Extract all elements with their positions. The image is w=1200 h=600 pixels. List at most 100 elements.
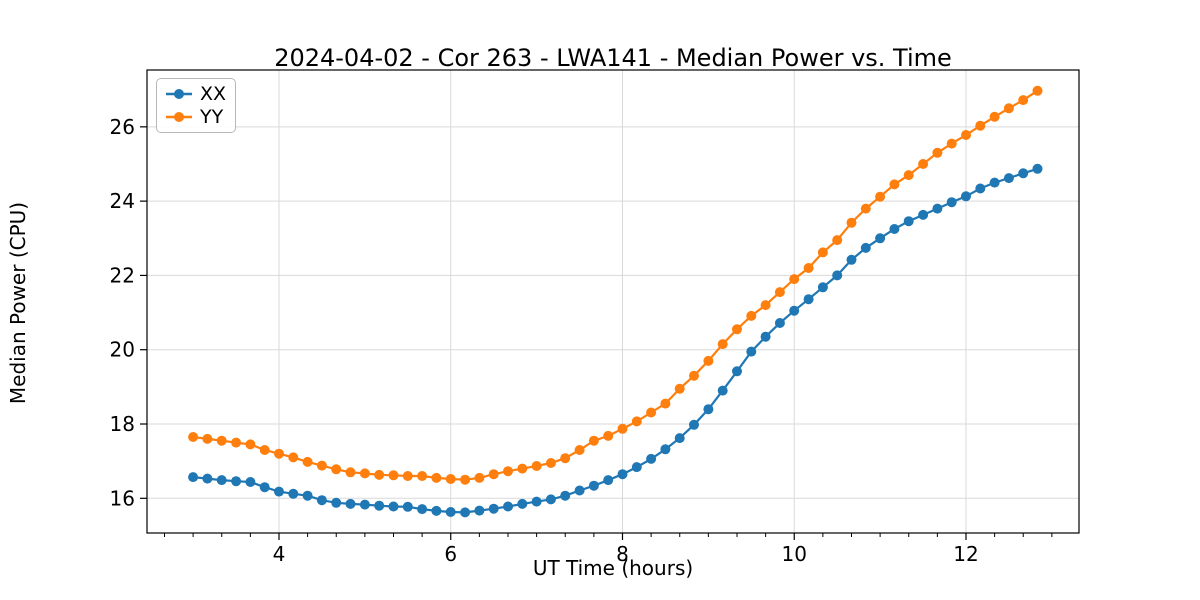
chart-title: 2024-04-02 - Cor 263 - LWA141 - Median P… [274,44,952,72]
data-point [732,324,742,335]
plot-frame [146,69,1080,534]
data-point [1018,168,1029,179]
grid [147,70,1079,533]
data-point [889,224,900,234]
data-point [503,501,513,512]
data-point [231,437,242,448]
data-point [1003,103,1014,114]
data-point [746,346,757,357]
data-point [231,476,242,487]
data-point [531,496,542,507]
data-point [474,472,485,483]
data-point [846,217,857,228]
data-point [846,254,857,265]
data-point [603,430,614,441]
data-point [817,282,828,293]
data-point [245,439,256,450]
legend-swatch-xx-icon [166,89,192,99]
data-point [259,445,270,455]
data-point [989,111,1000,122]
data-point [760,331,771,342]
data-point [545,494,556,505]
data-point [574,445,585,455]
svg-text:4: 4 [273,542,286,566]
svg-text:8: 8 [616,542,629,566]
data-point [789,274,800,285]
svg-text:20: 20 [110,338,135,362]
data-point [817,247,828,258]
legend: XX YY [156,78,237,133]
data-point [875,233,886,244]
data-point [689,370,699,381]
data-point [488,503,499,514]
data-point [732,366,742,377]
data-point [617,423,628,434]
legend-label-xx: XX [200,83,227,105]
series-yy-line [192,89,1039,481]
svg-text:18: 18 [110,412,135,436]
data-point [274,448,284,459]
data-point [460,474,471,485]
data-point [774,287,785,298]
data-point [202,473,213,484]
data-point [216,435,227,446]
data-point [345,467,356,478]
data-point [531,461,542,471]
data-point [674,383,685,394]
data-point [703,355,714,366]
x-axis-label: UT Time (hours) [532,556,694,580]
data-point [374,469,385,480]
data-point [860,203,871,214]
data-point [331,497,342,508]
svg-text:26: 26 [110,115,135,139]
data-point [989,177,1000,188]
data-point [1018,95,1029,106]
data-point [388,470,399,481]
data-point [674,433,685,444]
data-point [574,485,585,496]
data-point [789,305,800,316]
data-point [517,498,528,509]
data-point [946,138,957,149]
data-point [774,318,785,328]
legend-swatch-yy-icon [166,112,192,122]
data-point [517,463,528,474]
data-point [302,456,313,467]
data-point [975,120,986,131]
data-point [631,416,642,427]
svg-text:10: 10 [782,542,807,566]
data-point [488,469,499,480]
data-point [417,504,428,515]
data-point [903,170,914,181]
y-axis: 16 18 20 22 24 26 [110,115,147,510]
data-point [316,495,327,506]
data-point [431,472,442,483]
data-point [216,475,227,486]
data-point [860,242,871,253]
data-point [188,472,199,483]
data-point [1032,85,1043,96]
data-point [359,499,370,510]
legend-item-yy: YY [165,106,226,128]
data-point [875,191,886,202]
data-point [274,486,284,497]
legend-label-yy: YY [200,106,224,128]
data-point [560,453,571,464]
data-point [288,452,299,463]
series-xx [188,163,1043,518]
data-point [402,471,413,481]
data-point [245,477,256,487]
data-point [302,490,313,501]
data-point [746,310,757,321]
data-point [588,480,599,491]
data-point [316,460,327,471]
data-point [975,183,986,194]
data-point [646,407,657,418]
data-point [660,398,671,409]
data-point [374,500,385,511]
data-point [474,505,485,516]
svg-text:16: 16 [110,486,135,510]
data-point [889,179,900,190]
